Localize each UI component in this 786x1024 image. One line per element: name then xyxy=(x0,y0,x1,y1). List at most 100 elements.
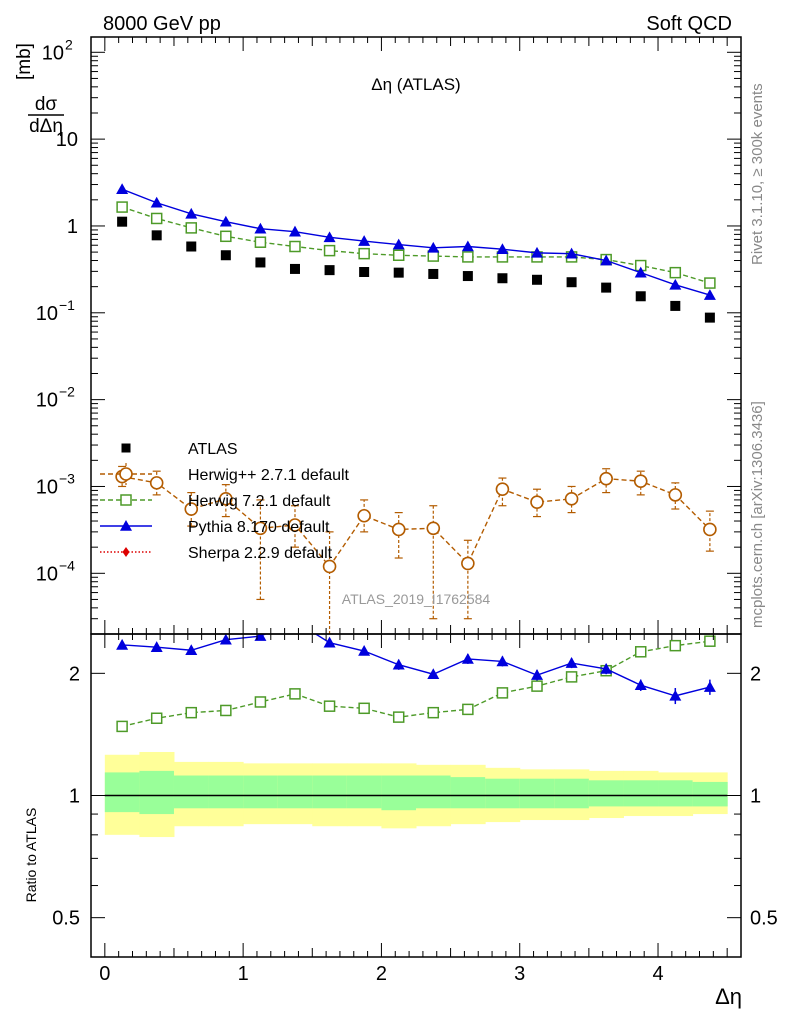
main-data-point xyxy=(703,289,716,300)
main-data-point xyxy=(635,291,646,302)
ratio-point xyxy=(496,687,509,699)
main-data-point xyxy=(289,263,300,274)
ratio-y-tick-label-left: 1 xyxy=(69,786,80,808)
ratio-point xyxy=(565,657,578,668)
legend: ATLAS Herwig++ 2.7.1 default Herwig 7.2.1 … xyxy=(100,441,350,562)
header-left-label: 8000 GeV pp xyxy=(103,13,221,35)
uncertainty-band-inner xyxy=(519,778,555,809)
ratio-series-line xyxy=(122,634,711,697)
ratio-point xyxy=(565,671,578,683)
main-data-point xyxy=(461,240,474,252)
ratio-point xyxy=(185,706,198,719)
main-data-point xyxy=(150,196,163,208)
ratio-point xyxy=(185,644,198,656)
uncertainty-band-inner xyxy=(277,775,313,809)
main-data-point xyxy=(634,266,647,278)
ratio-y-tick-label-right: 0.5 xyxy=(750,908,778,930)
main-data-point xyxy=(392,238,405,250)
main-title: Δη (ATLAS) xyxy=(371,75,460,94)
uncertainty-band-inner xyxy=(485,778,521,809)
main-data-point xyxy=(462,271,473,282)
ratio-point xyxy=(323,636,336,648)
uncertainty-band-inner xyxy=(139,770,175,815)
legend-marker xyxy=(120,520,132,531)
legend-marker xyxy=(121,443,131,453)
legend-label: Herwig 7.2.1 default xyxy=(188,493,331,510)
rivet-version-label: Rivet 3.1.10, ≥ 300k events xyxy=(749,83,766,265)
main-data-point xyxy=(324,265,335,276)
main-data-point xyxy=(357,508,371,523)
ratio-point xyxy=(600,662,613,674)
main-y-tick-label: 10 xyxy=(36,476,58,498)
ratio-point xyxy=(323,700,336,712)
main-data-point xyxy=(531,246,544,258)
ratio-point xyxy=(461,652,474,664)
main-data-point xyxy=(427,241,440,253)
uncertainty-band-inner xyxy=(346,775,382,809)
main-data-point xyxy=(703,522,717,537)
uncertainty-band-inner xyxy=(243,775,279,809)
main-ylabel-unit: [mb] xyxy=(14,43,35,80)
main-data-point xyxy=(254,236,267,248)
ratio-point xyxy=(358,645,371,656)
legend-label: Herwig++ 2.7.1 default xyxy=(188,467,350,484)
x-tick-label: 0 xyxy=(99,963,110,985)
main-y-tick-exponent: −1 xyxy=(59,297,75,313)
main-data-point xyxy=(669,278,682,290)
main-data-point xyxy=(149,476,164,490)
main-data-point xyxy=(220,230,232,243)
main-data-point xyxy=(601,282,612,293)
ratio-point xyxy=(634,679,647,690)
main-data-point xyxy=(185,207,198,219)
main-data-point xyxy=(393,267,404,278)
ratio-point xyxy=(392,711,405,723)
ratio-series-line xyxy=(121,640,710,728)
main-data-point xyxy=(565,247,578,259)
header-right-label: Soft QCD xyxy=(646,13,732,35)
main-y-tick-label: 10 xyxy=(56,129,78,151)
legend-marker xyxy=(120,494,132,506)
main-series-line xyxy=(121,206,711,284)
main-y-tick-label: 1 xyxy=(67,216,78,238)
main-y-tick-label: 10 xyxy=(42,42,64,64)
uncertainty-band-inner xyxy=(658,780,694,807)
main-data-point xyxy=(497,273,508,284)
uncertainty-band-inner xyxy=(554,778,590,809)
main-data-point xyxy=(255,257,266,268)
main-data-point xyxy=(462,251,474,263)
main-data-point xyxy=(254,222,267,234)
main-y-tick-exponent: 2 xyxy=(65,36,73,52)
x-axis-label: Δη xyxy=(715,984,742,1009)
legend-marker xyxy=(122,547,130,557)
mcplots-reference-label: mcplots.cern.ch [arXiv:1306.3436] xyxy=(749,401,766,628)
main-y-tick-label: 10 xyxy=(36,303,58,325)
main-data-point xyxy=(461,556,475,571)
main-data-point xyxy=(184,502,199,516)
legend-marker xyxy=(119,467,133,481)
main-data-point xyxy=(704,277,716,289)
main-data-point xyxy=(116,201,128,213)
ratio-point xyxy=(669,689,682,701)
main-data-point xyxy=(669,266,682,279)
ratio-panel: 0 1 2 3 4 0.5 0.5 1 1 2 2 xyxy=(52,633,778,985)
ratio-y-tick-label-left: 0.5 xyxy=(52,908,80,930)
ratio-plot-area xyxy=(104,634,728,838)
uncertainty-band-inner xyxy=(588,780,624,807)
ratio-y-tick-label-right: 2 xyxy=(750,663,761,685)
main-data-point xyxy=(428,268,439,279)
main-y-tick-exponent: −3 xyxy=(59,470,75,486)
main-ylabel-denominator: dΔη xyxy=(29,116,63,137)
ratio-point xyxy=(220,704,232,717)
main-data-point xyxy=(530,495,544,509)
main-data-point xyxy=(150,212,163,225)
main-data-point xyxy=(496,243,509,254)
ratio-point xyxy=(358,702,370,715)
main-y-tick-label: 10 xyxy=(36,563,58,585)
uncertainty-band-inner xyxy=(623,780,659,807)
main-data-point xyxy=(564,492,579,506)
ratio-point xyxy=(496,655,509,667)
main-data-point xyxy=(186,241,197,252)
ratio-point xyxy=(462,703,474,716)
